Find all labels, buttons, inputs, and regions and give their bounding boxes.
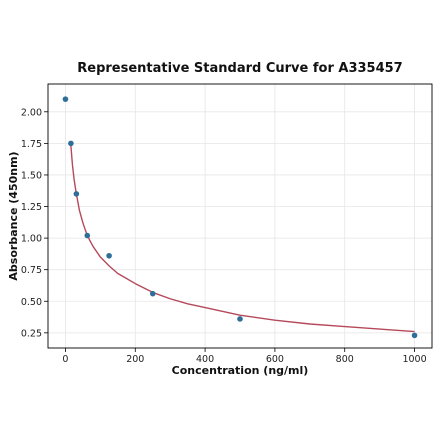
- fit-curve-layer: [69, 143, 415, 333]
- data-point: [411, 332, 418, 339]
- y-tick-label: 1.00: [21, 234, 42, 245]
- y-tick-label: 0.50: [21, 297, 42, 308]
- y-tick-label: 1.50: [21, 170, 42, 181]
- chart-title: Representative Standard Curve for A33545…: [77, 61, 402, 76]
- grid-lines: [48, 84, 432, 348]
- data-point: [68, 140, 74, 147]
- y-tick-label: 1.25: [21, 202, 42, 213]
- x-axis: 0 200 400 600 800 1000: [62, 348, 427, 365]
- data-point: [73, 191, 80, 197]
- x-tick-label: 600: [266, 354, 284, 365]
- data-points-layer: [62, 96, 418, 339]
- x-tick-label: 800: [336, 354, 354, 365]
- x-tick-label: 200: [126, 354, 144, 365]
- y-axis-label: Absorbance (450nm): [7, 151, 20, 280]
- data-point: [237, 316, 243, 322]
- y-tick-label: 1.75: [21, 139, 42, 150]
- data-point: [84, 232, 91, 239]
- plot-frame: [47, 83, 433, 349]
- fit-curve-line: [69, 143, 415, 333]
- y-axis: 0.25 0.50 0.75 1.00 1.25 1.50 1.75 2.00: [21, 107, 48, 339]
- x-axis-label: Concentration (ng/ml): [172, 364, 309, 377]
- x-tick-label: 1000: [402, 354, 426, 365]
- y-tick-label: 0.75: [21, 265, 42, 276]
- data-point: [62, 96, 69, 102]
- x-tick-label: 400: [196, 354, 214, 365]
- x-tick-label: 0: [62, 354, 68, 365]
- y-tick-label: 0.25: [21, 328, 42, 339]
- data-point: [106, 252, 112, 259]
- data-point: [149, 290, 156, 297]
- y-tick-label: 2.00: [21, 107, 42, 118]
